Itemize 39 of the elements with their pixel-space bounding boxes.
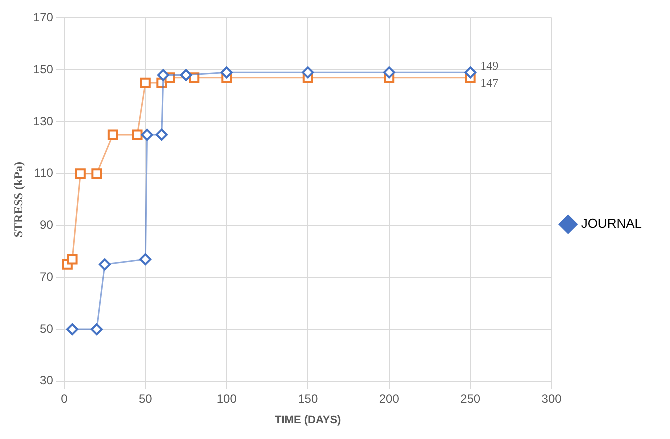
point: [302, 66, 314, 79]
x-tick-label: 200: [379, 392, 400, 406]
point: [220, 66, 233, 79]
x-tick-label: 150: [298, 392, 318, 406]
y-tick-label: 130: [33, 114, 54, 128]
y-tick-label: 90: [40, 218, 54, 232]
y-tick-label: 70: [40, 270, 54, 284]
point: [158, 69, 170, 82]
point: [99, 258, 112, 271]
x-tick-label: 50: [138, 392, 153, 406]
point: [132, 130, 143, 140]
point: [92, 168, 102, 180]
point: [180, 69, 192, 82]
point: [189, 72, 200, 84]
point: [66, 324, 79, 336]
legend-label: JOURNAL: [581, 216, 642, 232]
x-tick-label: 100: [216, 392, 238, 406]
point: [464, 66, 477, 79]
point: [140, 253, 152, 266]
x-tick-label: 0: [61, 392, 68, 406]
point: [140, 78, 151, 88]
x-axis-title: TIME (DAYS): [275, 414, 342, 426]
y-tick-label: 170: [33, 10, 54, 25]
point: [383, 66, 396, 79]
x-tick-label: 300: [542, 392, 562, 406]
y-tick-label: 50: [40, 322, 54, 336]
point: [141, 128, 154, 141]
point: [156, 128, 168, 141]
y-tick-label: 30: [40, 374, 54, 388]
x-tick-label: 250: [460, 392, 481, 406]
point: [67, 254, 78, 265]
point: [108, 130, 118, 140]
annotation: 147: [480, 76, 499, 90]
y-tick-label: 150: [33, 62, 54, 76]
y-tick-label: 110: [34, 166, 54, 180]
y-axis-title: STRESS (kPa): [11, 162, 26, 238]
annotation: 149: [480, 58, 499, 73]
point: [75, 168, 86, 180]
point: [90, 324, 103, 336]
